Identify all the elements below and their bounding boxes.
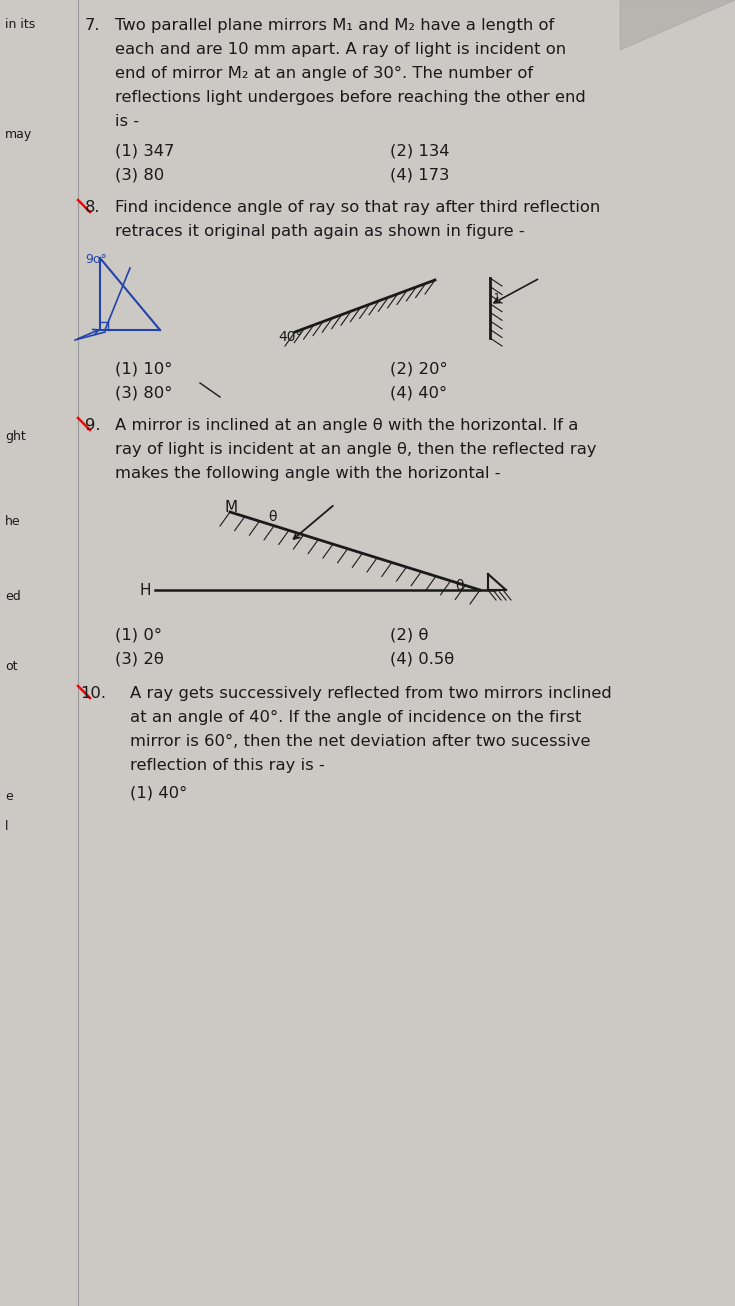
Text: reflection of this ray is -: reflection of this ray is -	[130, 757, 325, 773]
Text: 9.: 9.	[85, 418, 101, 434]
Text: (3) 80: (3) 80	[115, 168, 164, 183]
Text: Two parallel plane mirrors M₁ and M₂ have a length of: Two parallel plane mirrors M₁ and M₂ hav…	[115, 18, 554, 33]
Text: (4) 0.5θ: (4) 0.5θ	[390, 652, 454, 667]
Text: M: M	[225, 500, 238, 515]
Text: ot: ot	[5, 660, 18, 673]
Text: ght: ght	[5, 430, 26, 443]
Text: he: he	[5, 515, 21, 528]
Text: 1: 1	[494, 293, 500, 303]
Text: ray of light is incident at an angle θ, then the reflected ray: ray of light is incident at an angle θ, …	[115, 441, 597, 457]
Text: makes the following angle with the horizontal -: makes the following angle with the horiz…	[115, 466, 501, 481]
Text: Find incidence angle of ray so that ray after third reflection: Find incidence angle of ray so that ray …	[115, 200, 600, 215]
Text: (1) 347: (1) 347	[115, 144, 174, 159]
Text: 8.: 8.	[85, 200, 101, 215]
Text: may: may	[5, 128, 32, 141]
Text: each and are 10 mm apart. A ray of light is incident on: each and are 10 mm apart. A ray of light…	[115, 42, 566, 57]
Text: is -: is -	[115, 114, 139, 129]
Text: at an angle of 40°. If the angle of incidence on the first: at an angle of 40°. If the angle of inci…	[130, 710, 581, 725]
Text: A mirror is inclined at an angle θ with the horizontal. If a: A mirror is inclined at an angle θ with …	[115, 418, 578, 434]
Text: l: l	[5, 820, 9, 833]
Text: mirror is 60°, then the net deviation after two sucessive: mirror is 60°, then the net deviation af…	[130, 734, 590, 750]
Text: (1) 10°: (1) 10°	[115, 362, 173, 377]
Text: (3) 2θ: (3) 2θ	[115, 652, 164, 667]
Text: θ: θ	[268, 511, 276, 524]
Text: (4) 40°: (4) 40°	[390, 387, 447, 401]
Text: e: e	[5, 790, 12, 803]
Text: H: H	[140, 582, 151, 598]
Text: retraces it original path again as shown in figure -: retraces it original path again as shown…	[115, 225, 525, 239]
Text: (2) θ: (2) θ	[390, 628, 429, 643]
Text: (4) 173: (4) 173	[390, 168, 449, 183]
Text: A ray gets successively reflected from two mirrors inclined: A ray gets successively reflected from t…	[130, 686, 612, 701]
Text: (1) 40°: (1) 40°	[130, 786, 187, 801]
Text: end of mirror M₂ at an angle of 30°. The number of: end of mirror M₂ at an angle of 30°. The…	[115, 67, 533, 81]
Text: 7.: 7.	[85, 18, 101, 33]
Text: (1) 0°: (1) 0°	[115, 628, 162, 643]
Text: (3) 80°: (3) 80°	[115, 387, 173, 401]
Text: 40°: 40°	[278, 330, 303, 343]
Text: (2) 20°: (2) 20°	[390, 362, 448, 377]
Text: ed: ed	[5, 590, 21, 603]
Text: θ: θ	[455, 579, 464, 593]
Text: reflections light undergoes before reaching the other end: reflections light undergoes before reach…	[115, 90, 586, 104]
Text: 9o°: 9o°	[85, 253, 107, 266]
Text: (2) 134: (2) 134	[390, 144, 450, 159]
Text: in its: in its	[5, 18, 35, 31]
Polygon shape	[620, 0, 735, 50]
Text: 10.: 10.	[80, 686, 106, 701]
